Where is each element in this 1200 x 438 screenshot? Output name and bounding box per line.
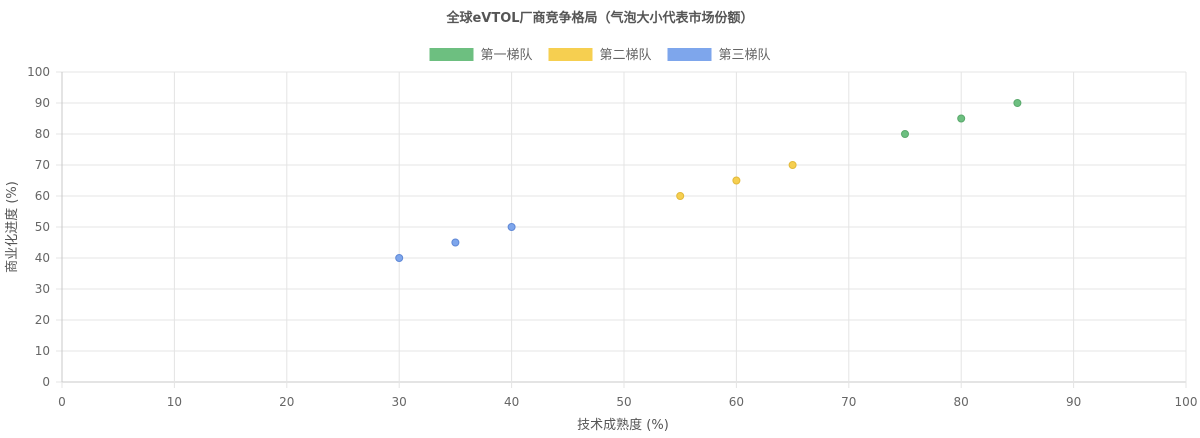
x-tick-label: 0 [58,395,66,409]
y-tick-label: 80 [35,127,50,141]
y-tick-label: 100 [27,65,50,79]
y-tick-label: 40 [35,251,50,265]
x-tick-label: 10 [167,395,182,409]
x-tick-label: 90 [1066,395,1081,409]
legend-label: 第二梯队 [600,48,652,63]
legend-label: 第三梯队 [719,48,771,63]
data-point [507,223,516,231]
y-tick-label: 20 [35,313,50,327]
x-tick-label: 40 [504,395,519,409]
data-point [788,161,797,169]
y-tick-label: 90 [35,96,50,110]
data-point [676,192,685,200]
legend-swatch [548,48,593,61]
data-point [451,238,460,247]
x-tick-label: 60 [729,395,744,409]
legend-label: 第一梯队 [481,48,533,63]
y-tick-label: 30 [35,282,50,296]
y-tick-label: 10 [35,344,50,358]
x-tick-label: 100 [1175,395,1198,409]
y-tick-label: 0 [42,375,50,389]
y-tick-label: 70 [35,158,50,172]
x-tick-label: 30 [392,395,407,409]
chart-grid [56,71,1187,388]
y-tick-label: 50 [35,220,50,234]
chart-title: 全球eVTOL厂商竞争格局（气泡大小代表市场份额） [445,10,753,26]
data-point [1013,99,1022,107]
x-tick-label: 50 [616,395,631,409]
data-point [395,254,404,262]
data-point [732,176,741,185]
data-point [957,114,966,123]
x-tick-label: 70 [841,395,856,409]
x-tick-label: 20 [279,395,294,409]
legend-swatch [429,48,474,61]
x-tick-label: 80 [954,395,969,409]
y-axis-label: 商业化进度 (%) [4,181,20,273]
legend-swatch [667,48,712,61]
y-tick-label: 60 [35,189,50,203]
chart-legend: 第一梯队 第二梯队 第三梯队 [429,48,771,63]
chart-points [395,99,1022,262]
x-axis-label: 技术成熟度 (%) [577,417,669,433]
chart-axes: 0 10 20 30 40 50 60 70 80 90 100 0 10 20 30 40 50 60 70 80 9… [27,65,1197,409]
data-point [901,130,909,138]
